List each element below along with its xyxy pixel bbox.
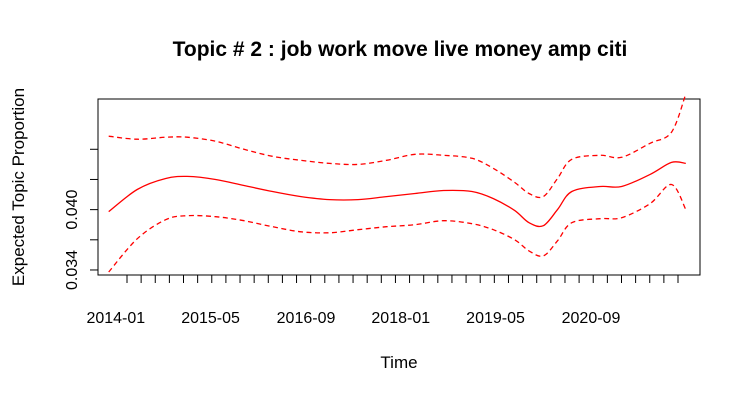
x-tick-label: 2018-01 [371, 310, 430, 327]
y-axis-label: Expected Topic Proportion [9, 88, 28, 286]
plot-frame [97, 98, 701, 276]
x-tick-label: 2014-01 [86, 310, 145, 327]
series-line-estimate [108, 161, 686, 228]
series-line-upper [108, 93, 687, 199]
x-tick-label: 2020-09 [562, 310, 621, 327]
y-tick-label: 0.040 [64, 190, 81, 230]
y-axis: 0.034 0.040 [64, 148, 98, 290]
series-lines [108, 93, 687, 273]
series-line-lower [108, 183, 687, 273]
x-axis: 2014-01 2015-05 2016-09 2018-01 2019-05 2020-… [86, 275, 679, 327]
y-tick-label: 0.034 [64, 250, 81, 290]
x-tick-label: 2019-05 [466, 310, 525, 327]
x-axis-label: Time [380, 353, 417, 372]
x-tick-label: 2015-05 [181, 310, 240, 327]
x-tick-label: 2016-09 [277, 310, 336, 327]
chart-title: Topic # 2 : job work move live money amp… [173, 38, 628, 61]
